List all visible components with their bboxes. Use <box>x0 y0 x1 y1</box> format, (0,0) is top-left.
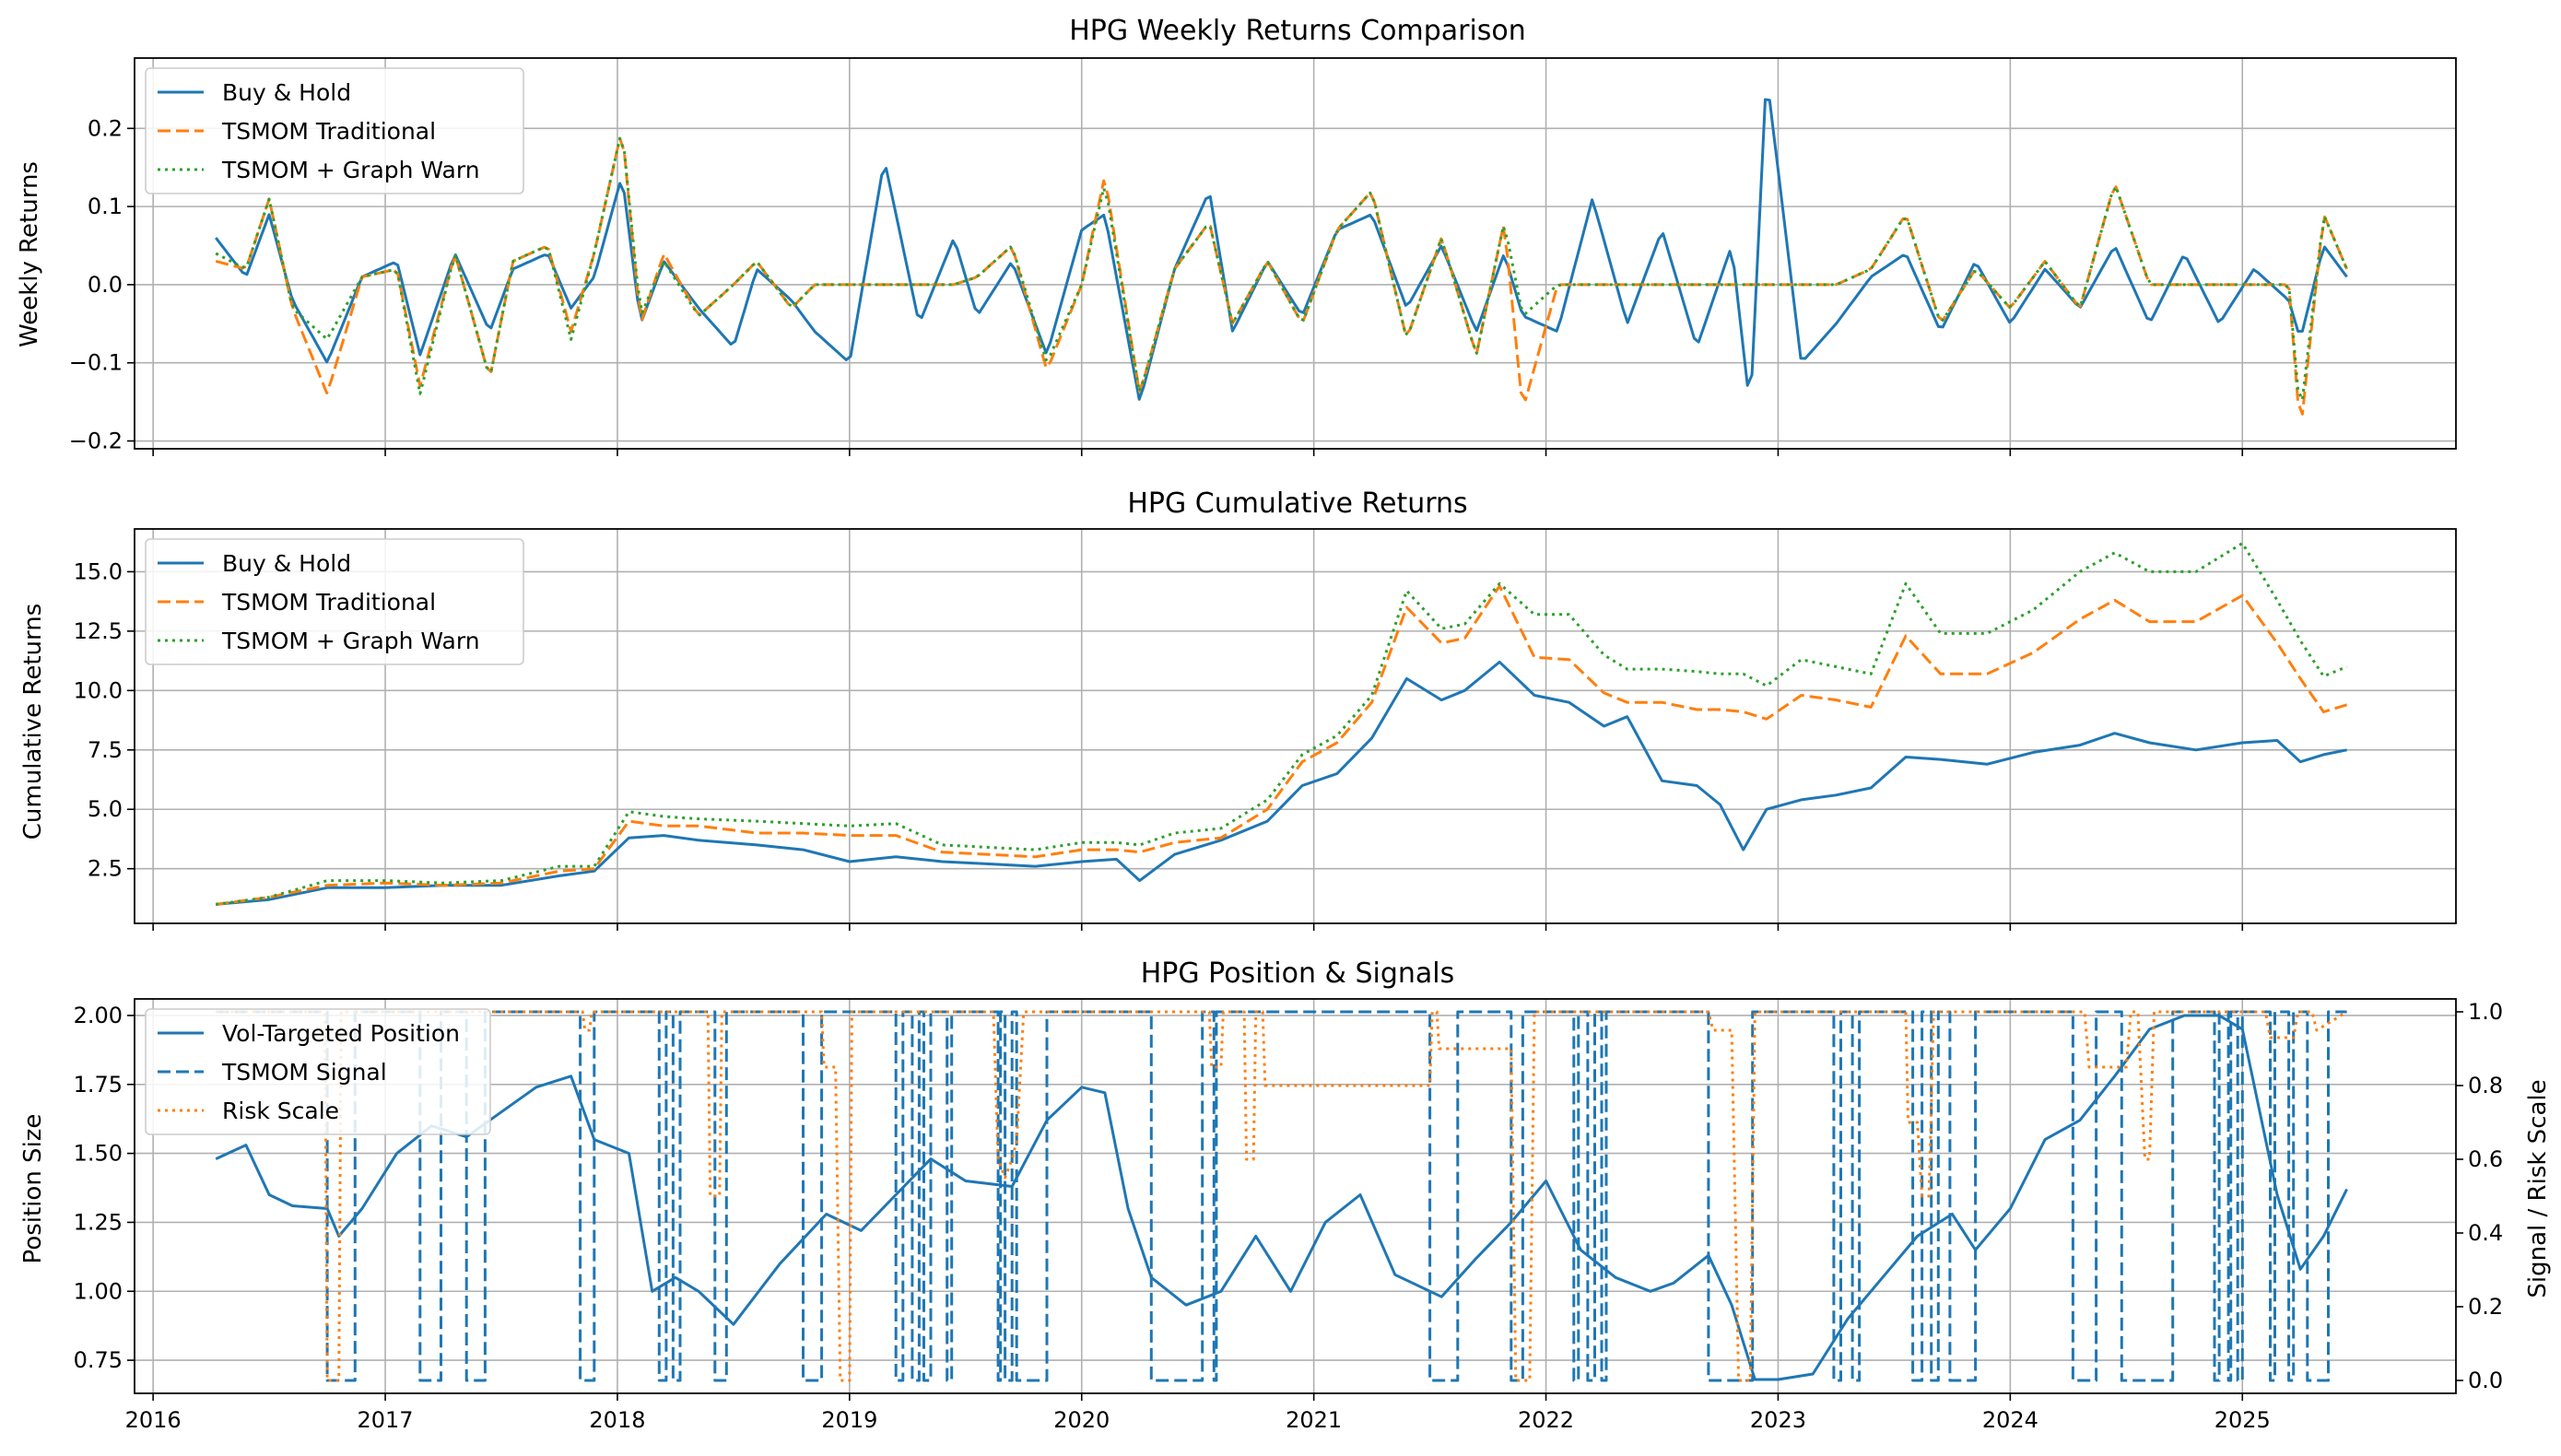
series-line <box>215 98 2348 401</box>
panel-title-position: HPG Position & Signals <box>1141 957 1455 990</box>
x-tick-label: 2024 <box>1982 1407 2038 1433</box>
x-tick-label: 2016 <box>125 1407 182 1433</box>
legend-label: Buy & Hold <box>222 550 351 577</box>
y-tick-label: 1.25 <box>74 1209 123 1235</box>
series-line <box>216 1010 2347 1382</box>
legend-box <box>145 1008 491 1135</box>
legend-label: TSMOM + Graph Warn <box>221 157 480 183</box>
x-tick-label: 2018 <box>589 1407 645 1433</box>
series-line <box>215 136 2348 416</box>
panel-title-weekly: HPG Weekly Returns Comparison <box>1069 15 1526 47</box>
series-line <box>215 136 2348 402</box>
legend-label: Vol-Targeted Position <box>222 1020 460 1047</box>
series-line <box>215 1014 2348 1381</box>
panel-title-cumulative: HPG Cumulative Returns <box>1127 487 1467 520</box>
y-axis-label-weekly: Weekly Returns <box>16 161 43 347</box>
y-tick-label: 10.0 <box>74 677 123 703</box>
legend-label: Risk Scale <box>222 1098 339 1124</box>
series-group <box>215 98 2348 416</box>
y-axis-label-cumulative: Cumulative Returns <box>19 604 47 840</box>
y-tick-label: 15.0 <box>74 558 123 584</box>
series-line <box>215 542 2348 906</box>
series-line <box>215 584 2348 906</box>
legend-label: TSMOM Signal <box>221 1059 387 1086</box>
x-tick-label: 2017 <box>358 1407 414 1433</box>
x-tick-label: 2022 <box>1518 1407 1574 1433</box>
y-tick-label-right: 0.4 <box>2468 1220 2503 1246</box>
panel-cumulative-returns: HPG Cumulative Returns Cumulative Return… <box>19 487 2457 931</box>
y-tick-label-right: 0.2 <box>2468 1294 2503 1320</box>
y-tick-label: 7.5 <box>88 737 123 763</box>
y-tick-label: 0.1 <box>88 194 123 219</box>
x-tick-label: 2021 <box>1286 1407 1342 1433</box>
plot-area-cumulative: 2.5 5.0 7.5 10.0 12.5 15.0 Buy & Hold TSMOM Tra… <box>74 528 2457 931</box>
y-tick-label: 12.5 <box>74 618 123 644</box>
y-tick-label: −0.1 <box>69 350 123 376</box>
axes-frame <box>134 57 2457 450</box>
x-tick-label: 2023 <box>1750 1407 1806 1433</box>
legend: Buy & Hold TSMOM Traditional TSMOM + Graph… <box>145 538 524 665</box>
series-line <box>216 1010 2348 1382</box>
series-group <box>215 542 2348 906</box>
y-tick-label: 0.2 <box>88 115 123 141</box>
legend-label: TSMOM Traditional <box>221 589 436 616</box>
y-tick-label: 2.5 <box>88 856 123 882</box>
y-tick-label: 2.00 <box>74 1003 123 1028</box>
x-tick-label: 2020 <box>1053 1407 1110 1433</box>
legend: Buy & Hold TSMOM Traditional TSMOM + Graph… <box>145 67 524 194</box>
y-tick-label: 1.50 <box>74 1141 123 1167</box>
x-tick-label: 2019 <box>821 1407 877 1433</box>
y-tick-label: 0.75 <box>74 1347 123 1373</box>
y-tick-label-right: 0.8 <box>2468 1073 2503 1098</box>
y-tick-label: 1.00 <box>74 1278 123 1304</box>
y-tick-label: 5.0 <box>88 796 123 822</box>
plot-area-weekly: −0.2 −0.1 0.0 0.1 0.2 Buy & Hold TSMOM Traditi… <box>69 57 2457 456</box>
legend-label: TSMOM + Graph Warn <box>221 628 480 654</box>
axes-frame <box>134 528 2457 924</box>
panel-weekly-returns: HPG Weekly Returns Comparison Weekly Ret… <box>16 15 2457 456</box>
legend-label: TSMOM Traditional <box>221 118 436 145</box>
legend: Vol-Targeted Position TSMOM Signal Risk Sc… <box>145 1008 491 1135</box>
legend-box <box>145 538 524 665</box>
y-axis-label-position: Position Size <box>19 1114 47 1264</box>
legend-box <box>145 67 524 194</box>
y-axis-label-right-signal: Signal / Risk Scale <box>2524 1079 2552 1297</box>
y-tick-label: 1.75 <box>74 1072 123 1098</box>
axes-frame <box>134 998 2457 1394</box>
legend-label: Buy & Hold <box>222 79 351 106</box>
panel-position-signals: HPG Position & Signals Position Size Sig… <box>19 957 2552 1433</box>
y-tick-label: −0.2 <box>69 429 123 454</box>
x-tick-label: 2025 <box>2214 1407 2271 1433</box>
series-group <box>215 1010 2348 1382</box>
series-line <box>216 660 2347 906</box>
y-tick-label-right: 1.0 <box>2468 999 2503 1025</box>
y-tick-label-right: 0.6 <box>2468 1146 2503 1172</box>
y-tick-label: 0.0 <box>88 272 123 298</box>
plot-area-position: 0.75 1.00 1.25 1.50 1.75 2.00 0.0 0.2 0.4 0.6 0.8 1… <box>74 998 2503 1433</box>
y-tick-label-right: 0.0 <box>2468 1368 2503 1393</box>
